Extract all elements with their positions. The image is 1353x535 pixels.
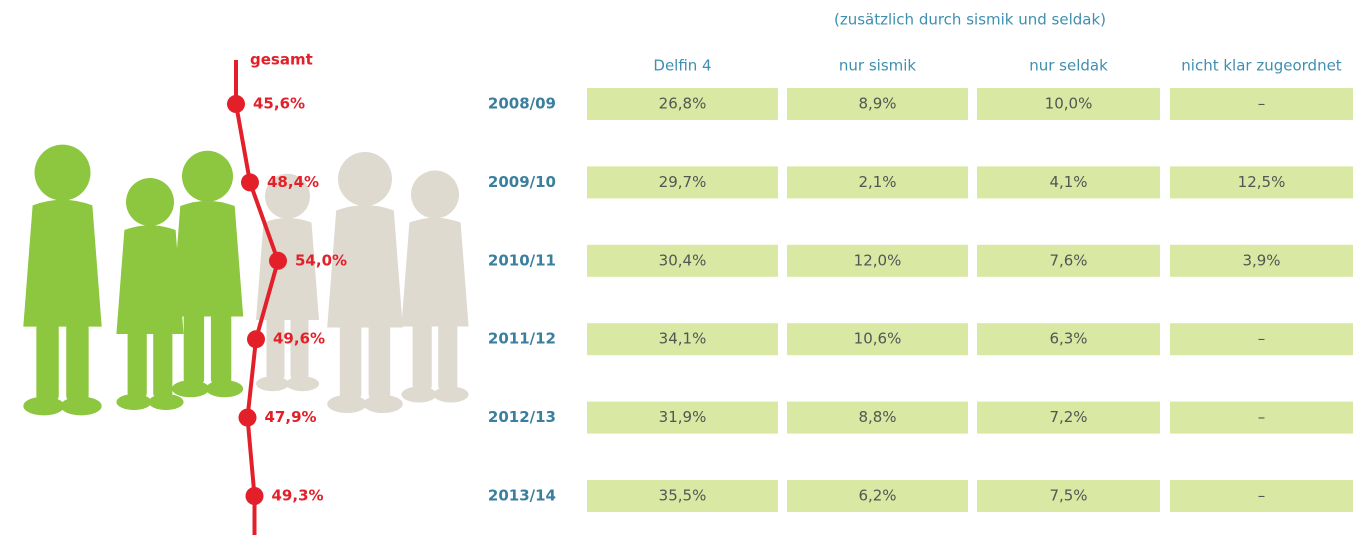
column-header: nur sismik [839, 57, 917, 75]
cell-text: 35,5% [659, 487, 707, 505]
column-header: nur seldak [1029, 57, 1108, 75]
cell-text: 29,7% [659, 173, 707, 191]
cell-text: – [1258, 408, 1266, 426]
cell-text: – [1258, 95, 1266, 113]
row-header: 2013/14 [488, 487, 556, 505]
group-header: (zusätzlich durch sismik und seldak) [834, 11, 1106, 29]
row-header: 2009/10 [488, 173, 556, 191]
cell-text: – [1258, 330, 1266, 348]
value-label: 49,6% [273, 330, 325, 348]
row-header: 2011/12 [488, 330, 556, 348]
row-header: 2010/11 [488, 251, 556, 269]
point [247, 330, 265, 348]
cell-text: 7,2% [1049, 408, 1087, 426]
cell-text: 6,3% [1049, 330, 1087, 348]
point [227, 95, 245, 113]
point [239, 409, 257, 427]
value-label: 47,9% [265, 408, 317, 426]
row-header: 2008/09 [488, 95, 556, 113]
column-header: nicht klar zugeordnet [1181, 57, 1342, 75]
cell-text: 6,2% [858, 487, 896, 505]
cell-text: 26,8% [659, 95, 707, 113]
infographic: (zusätzlich durch sismik und seldak) Del… [0, 0, 1353, 535]
point [246, 487, 264, 505]
cell-text: 7,5% [1049, 487, 1087, 505]
cell-text: 3,9% [1242, 251, 1280, 269]
cell-text: 34,1% [659, 330, 707, 348]
legend-label: gesamt [250, 51, 313, 69]
row-header: 2012/13 [488, 408, 556, 426]
value-label: 49,3% [272, 487, 324, 505]
column-header: Delfin 4 [653, 57, 711, 75]
cell-text: 2,1% [858, 173, 896, 191]
cell-text: 8,8% [858, 408, 896, 426]
value-label: 54,0% [295, 251, 347, 269]
cell-text: – [1258, 487, 1266, 505]
cell-text: 10,6% [854, 330, 902, 348]
cell-text: 10,0% [1045, 95, 1093, 113]
cell-text: 4,1% [1049, 173, 1087, 191]
value-label: 45,6% [253, 95, 305, 113]
cell-text: 8,9% [858, 95, 896, 113]
point [269, 252, 287, 270]
point [241, 173, 259, 191]
value-label: 48,4% [267, 173, 319, 191]
cell-text: 12,0% [854, 251, 902, 269]
cell-text: 7,6% [1049, 251, 1087, 269]
cell-text: 31,9% [659, 408, 707, 426]
cell-text: 30,4% [659, 251, 707, 269]
cell-text: 12,5% [1238, 173, 1286, 191]
